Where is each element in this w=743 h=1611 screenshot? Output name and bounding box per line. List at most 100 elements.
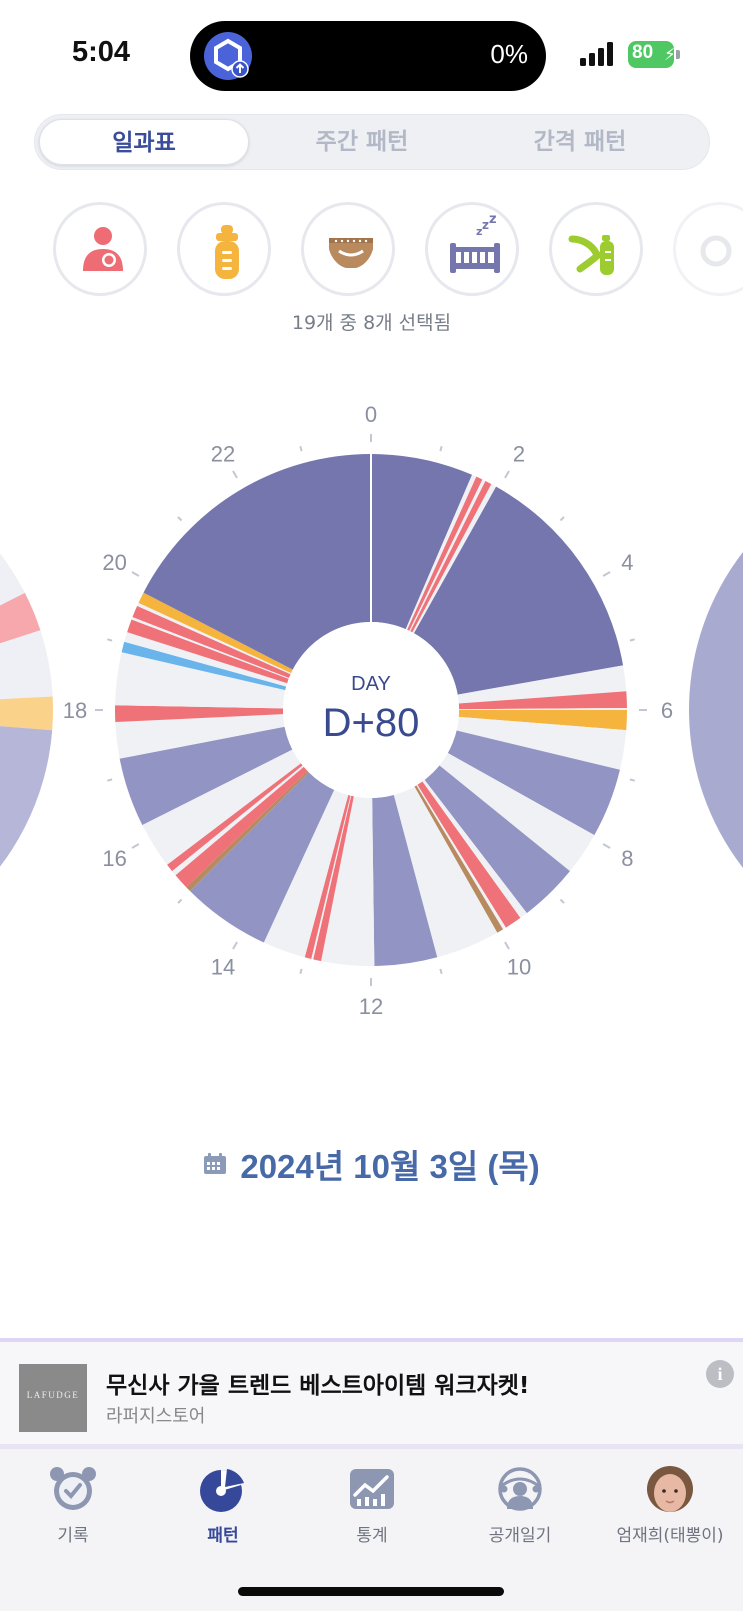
next-day-chart[interactable] (689, 452, 743, 968)
previous-day-segment (0, 592, 41, 644)
segment-diaper[interactable] (414, 785, 504, 933)
segment-breastfeed[interactable] (127, 619, 289, 684)
segment-breastfeed[interactable] (407, 476, 483, 631)
segment-empty[interactable] (412, 484, 497, 634)
segment-breastfeed[interactable] (167, 763, 303, 872)
segment-empty[interactable] (172, 765, 304, 876)
nav-public-diary-label: 공개일기 (488, 1526, 552, 1546)
segment-empty[interactable] (115, 714, 285, 759)
hour-label: 10 (507, 954, 531, 979)
segment-bottle[interactable] (138, 592, 293, 674)
segment-breastfeed[interactable] (132, 605, 291, 679)
hour-label: 22 (211, 442, 235, 467)
segment-empty[interactable] (124, 632, 288, 687)
segment-empty[interactable] (311, 795, 352, 960)
segment-breastfeed[interactable] (313, 795, 354, 962)
daily-routine-chart: 0 2 4 6 8 10 12 14 16 18 20 22 DAY D+80 (0, 402, 743, 1019)
calendar-icon (204, 1153, 227, 1174)
ad-divider (0, 1338, 743, 1342)
hour-tick (559, 898, 565, 904)
segment-empty[interactable] (405, 474, 477, 630)
segment-empty[interactable] (409, 479, 486, 632)
category-filter-row: z z z (0, 202, 743, 302)
segment-pump[interactable] (121, 641, 287, 691)
segment-empty[interactable] (393, 786, 498, 958)
segment-breastfeed[interactable] (304, 795, 351, 959)
ad-advertiser: 라퍼지스토어 (106, 1406, 206, 1427)
category-more[interactable] (673, 202, 743, 296)
segment-sleep_light[interactable] (447, 730, 620, 836)
nav-pattern-label: 패턴 (207, 1526, 239, 1546)
segment-sleep[interactable] (413, 486, 624, 695)
segment-sleep_light[interactable] (424, 765, 570, 914)
segment-breastfeed[interactable] (175, 766, 308, 888)
previous-day-chart[interactable] (0, 452, 53, 968)
category-sleep[interactable]: z z z (425, 202, 519, 296)
hour-tick (602, 843, 611, 849)
hour-label: 0 (365, 402, 377, 427)
segment-sleep[interactable] (143, 454, 371, 670)
view-segmented-control: 일과표 주간 패턴 간격 패턴 (34, 114, 710, 170)
hour-tick (629, 638, 635, 642)
dynamic-island[interactable]: 0% (190, 21, 546, 91)
tab-weekly-pattern[interactable]: 주간 패턴 (315, 129, 409, 155)
segment-sleep[interactable] (371, 454, 473, 630)
category-diaper[interactable] (301, 202, 395, 296)
hour-label: 20 (102, 550, 126, 575)
segment-empty[interactable] (457, 665, 627, 704)
bottom-nav: 기록 패턴 통계 공개일기 (0, 1449, 743, 1611)
bottle-icon (215, 225, 239, 279)
segment-sleep_light[interactable] (119, 726, 293, 826)
tab-daily-schedule[interactable]: 일과표 (39, 119, 249, 165)
day-counter: D+80 (323, 701, 420, 745)
segment-breastfeed[interactable] (458, 691, 627, 710)
segment-empty[interactable] (422, 779, 527, 918)
hour-tick (131, 843, 140, 849)
segment-empty[interactable] (137, 602, 292, 675)
segment-bottle[interactable] (458, 710, 627, 731)
diaper-icon (329, 238, 373, 268)
tab-interval-pattern[interactable]: 간격 패턴 (533, 129, 627, 155)
segment-sleep_light[interactable] (372, 795, 438, 966)
previous-day-segment (0, 553, 25, 606)
nav-statistics[interactable]: 통계 (302, 1463, 442, 1553)
hour-tick (559, 516, 565, 522)
segment-empty[interactable] (131, 617, 290, 679)
category-pump[interactable] (549, 202, 643, 296)
home-indicator (238, 1587, 504, 1596)
category-breastfeeding[interactable] (53, 202, 147, 296)
more-category-icon (700, 235, 732, 267)
segment-empty[interactable] (456, 716, 627, 770)
segment-empty[interactable] (458, 707, 627, 710)
segment-empty[interactable] (416, 784, 506, 930)
battery-level: 80 (632, 42, 654, 63)
segment-breastfeed[interactable] (417, 781, 521, 928)
category-bottle[interactable] (177, 202, 271, 296)
hour-tick (439, 446, 443, 452)
segment-empty[interactable] (321, 796, 375, 966)
nav-profile[interactable]: 엄재희(태뽕이) (597, 1463, 743, 1553)
segment-empty[interactable] (142, 749, 301, 865)
nav-record[interactable]: 기록 (3, 1463, 143, 1553)
chart-segments (115, 454, 627, 966)
segment-breastfeed[interactable] (410, 480, 492, 633)
segment-empty[interactable] (439, 752, 595, 872)
svg-text:z: z (489, 212, 497, 227)
segment-empty[interactable] (263, 789, 349, 958)
info-icon[interactable]: i (706, 1360, 734, 1388)
hour-label: 12 (359, 994, 383, 1019)
segment-sleep_light[interactable] (189, 772, 335, 943)
nav-public-diary[interactable]: 공개일기 (450, 1463, 590, 1553)
segment-empty[interactable] (115, 652, 286, 709)
ad-banner[interactable]: LAFUDGE 무신사 가을 트렌드 베스트아이템 워크자켓! 라퍼지스토어 i (0, 1342, 743, 1444)
current-date: 2024년 10월 3일 (목) (240, 1148, 540, 1185)
nav-pattern[interactable]: 패턴 (153, 1463, 293, 1553)
date-selector[interactable]: 2024년 10월 3일 (목) (0, 1140, 743, 1188)
previous-day-segment (0, 630, 53, 700)
hour-tick (439, 968, 443, 974)
segment-diaper[interactable] (186, 770, 309, 892)
hour-label: 18 (63, 698, 87, 723)
battery-body (628, 41, 674, 68)
segment-breastfeed[interactable] (115, 705, 284, 723)
hour-tick (299, 968, 303, 974)
